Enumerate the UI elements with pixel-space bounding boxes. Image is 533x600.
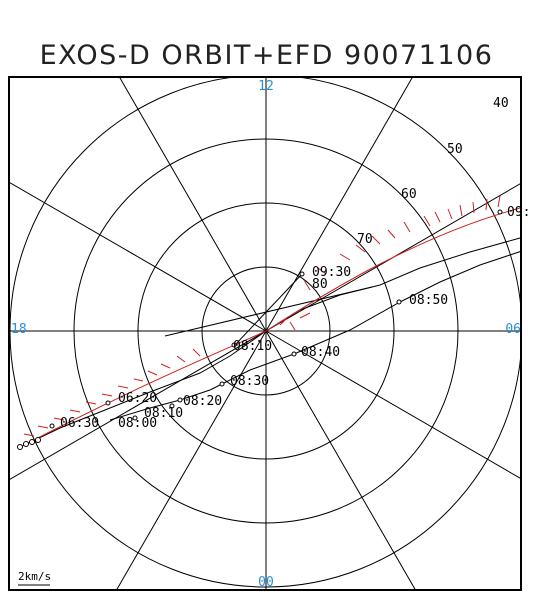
- efd-tick: [53, 417, 65, 421]
- marker: [17, 444, 23, 450]
- efd-track-upper: [265, 207, 521, 332]
- time-label: 09:: [507, 205, 530, 220]
- efd-tick: [485, 198, 488, 211]
- efd-tick: [339, 253, 351, 261]
- lat-label: 80: [312, 277, 328, 292]
- orbit-track-4: [234, 272, 304, 346]
- lat-label: 50: [447, 142, 463, 157]
- efd-tick: [69, 409, 81, 413]
- time-label: 08:20: [183, 394, 222, 409]
- lat-label: 40: [493, 96, 509, 111]
- hour-label-right: 06: [505, 322, 521, 337]
- time-label: 08:40: [301, 345, 340, 360]
- efd-tick: [387, 229, 396, 239]
- efd-tick: [303, 279, 311, 291]
- scale-bar: 2km/s: [18, 570, 51, 586]
- efd-tick: [355, 244, 366, 253]
- hour-label-top: 12: [258, 79, 274, 94]
- hour-label-bottom: 00: [258, 575, 274, 590]
- efd-tick: [317, 267, 327, 275]
- time-label: 06:30: [60, 416, 99, 431]
- efd-vectors: [19, 195, 521, 448]
- efd-tick: [279, 317, 288, 326]
- efd-tick: [101, 393, 113, 397]
- efd-tick: [447, 208, 453, 220]
- marker: [132, 415, 138, 421]
- hour-label-left: 18: [11, 322, 27, 337]
- time-label: 08:10: [144, 406, 183, 421]
- efd-tick: [423, 215, 431, 227]
- marker: [497, 209, 503, 215]
- efd-tick: [176, 355, 186, 363]
- marker: [29, 439, 35, 445]
- orbit-track-3: [164, 286, 373, 337]
- efd-tick: [117, 385, 129, 389]
- efd-tick: [160, 363, 171, 369]
- time-label: 08:30: [230, 374, 269, 389]
- marker: [23, 441, 29, 447]
- efd-tick: [472, 201, 475, 214]
- marker: [49, 423, 55, 429]
- marker: [291, 351, 297, 357]
- time-label: 08:00: [118, 416, 157, 431]
- marker: [219, 381, 225, 387]
- lat-label: 70: [357, 232, 373, 247]
- radial-lines: [9, 77, 521, 590]
- marker: [177, 397, 183, 403]
- time-label: 08:50: [409, 293, 448, 308]
- marker: [35, 437, 41, 443]
- efd-track-lower: [19, 330, 267, 448]
- time-label: 09:30: [312, 265, 351, 280]
- efd-tick: [192, 348, 201, 357]
- efd-tick: [497, 195, 501, 208]
- efd-tick: [371, 235, 381, 245]
- efd-tick: [289, 321, 296, 331]
- efd-tick: [37, 425, 49, 429]
- efd-tick: [434, 211, 441, 223]
- time-label: 08:10: [233, 339, 272, 354]
- marker: [231, 342, 237, 348]
- efd-tick: [147, 370, 158, 376]
- plot-title: EXOS-D ORBIT+EFD 90071106: [39, 40, 494, 71]
- orbit-markers: [17, 209, 503, 450]
- scale-label: 2km/s: [18, 570, 51, 583]
- orbit-track-2: [109, 250, 521, 421]
- efd-tick: [403, 221, 411, 233]
- marker: [299, 271, 305, 277]
- time-label: 06:20: [118, 391, 157, 406]
- efd-tick: [23, 433, 35, 437]
- efd-tick: [85, 401, 97, 405]
- lat-label: 60: [401, 187, 417, 202]
- efd-tick: [459, 204, 463, 217]
- marker: [105, 400, 111, 406]
- efd-tick: [299, 312, 311, 319]
- marker: [396, 299, 402, 305]
- efd-tick: [133, 378, 144, 382]
- plot-frame: [8, 76, 522, 591]
- marker: [169, 403, 175, 409]
